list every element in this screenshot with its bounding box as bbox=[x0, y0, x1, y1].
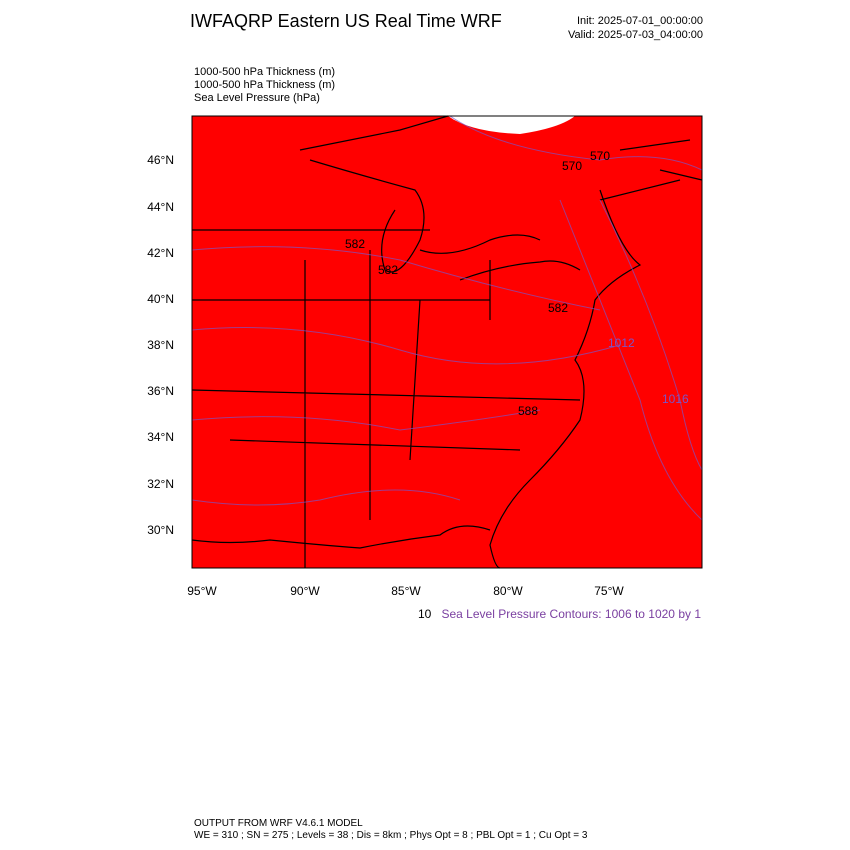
lat-label: 38°N bbox=[147, 338, 174, 352]
lon-label: 85°W bbox=[391, 584, 421, 598]
lat-label: 44°N bbox=[147, 200, 174, 214]
cold-area bbox=[448, 116, 575, 134]
lat-labels: 46°N 44°N 42°N 40°N 38°N 36°N 34°N 32°N … bbox=[147, 153, 174, 537]
boundaries bbox=[191, 115, 703, 569]
field-label: Sea Level Pressure (hPa) bbox=[194, 92, 320, 104]
lat-label: 30°N bbox=[147, 523, 174, 537]
lat-label: 42°N bbox=[147, 246, 174, 260]
field-label: 1000-500 hPa Thickness (m) bbox=[194, 79, 335, 91]
contour-label: 582 bbox=[548, 301, 568, 315]
contour-label: 582 bbox=[378, 263, 398, 277]
lat-label: 36°N bbox=[147, 384, 174, 398]
init-time: Init: 2025-07-01_00:00:00 bbox=[577, 15, 703, 27]
contour-label: 588 bbox=[518, 404, 538, 418]
note-background bbox=[432, 606, 704, 622]
lon-label: 80°W bbox=[493, 584, 523, 598]
model-info: OUTPUT FROM WRF V4.6.1 MODEL bbox=[194, 818, 363, 829]
lat-label: 40°N bbox=[147, 292, 174, 306]
lon-label: 75°W bbox=[594, 584, 624, 598]
contour-label: 582 bbox=[345, 237, 365, 251]
map-panel bbox=[191, 115, 703, 569]
valid-time: Valid: 2025-07-03_04:00:00 bbox=[568, 29, 703, 41]
hidden-note: 10 bbox=[418, 607, 432, 621]
contour-label: 570 bbox=[562, 159, 582, 173]
contour-label: 570 bbox=[590, 149, 610, 163]
map-frame bbox=[191, 115, 703, 569]
contour-label: 1016 bbox=[662, 392, 689, 406]
model-settings: WE = 310 ; SN = 275 ; Levels = 38 ; Dis … bbox=[194, 830, 588, 841]
lon-label: 90°W bbox=[290, 584, 320, 598]
lat-label: 34°N bbox=[147, 430, 174, 444]
contour-label: 1012 bbox=[608, 336, 635, 350]
lon-label: 95°W bbox=[187, 584, 217, 598]
lon-labels: 95°W 90°W 85°W 80°W 75°W bbox=[187, 584, 624, 598]
contour-note: Sea Level Pressure Contours: 1006 to 102… bbox=[442, 607, 702, 621]
lat-label: 46°N bbox=[147, 153, 174, 167]
contour-labels: 570 570 582 582 582 1012 1016 588 bbox=[345, 149, 689, 418]
title: IWFAQRP Eastern US Real Time WRF bbox=[190, 11, 502, 31]
lat-label: 32°N bbox=[147, 477, 174, 491]
contours bbox=[191, 115, 703, 521]
field-label: 1000-500 hPa Thickness (m) bbox=[194, 66, 335, 78]
